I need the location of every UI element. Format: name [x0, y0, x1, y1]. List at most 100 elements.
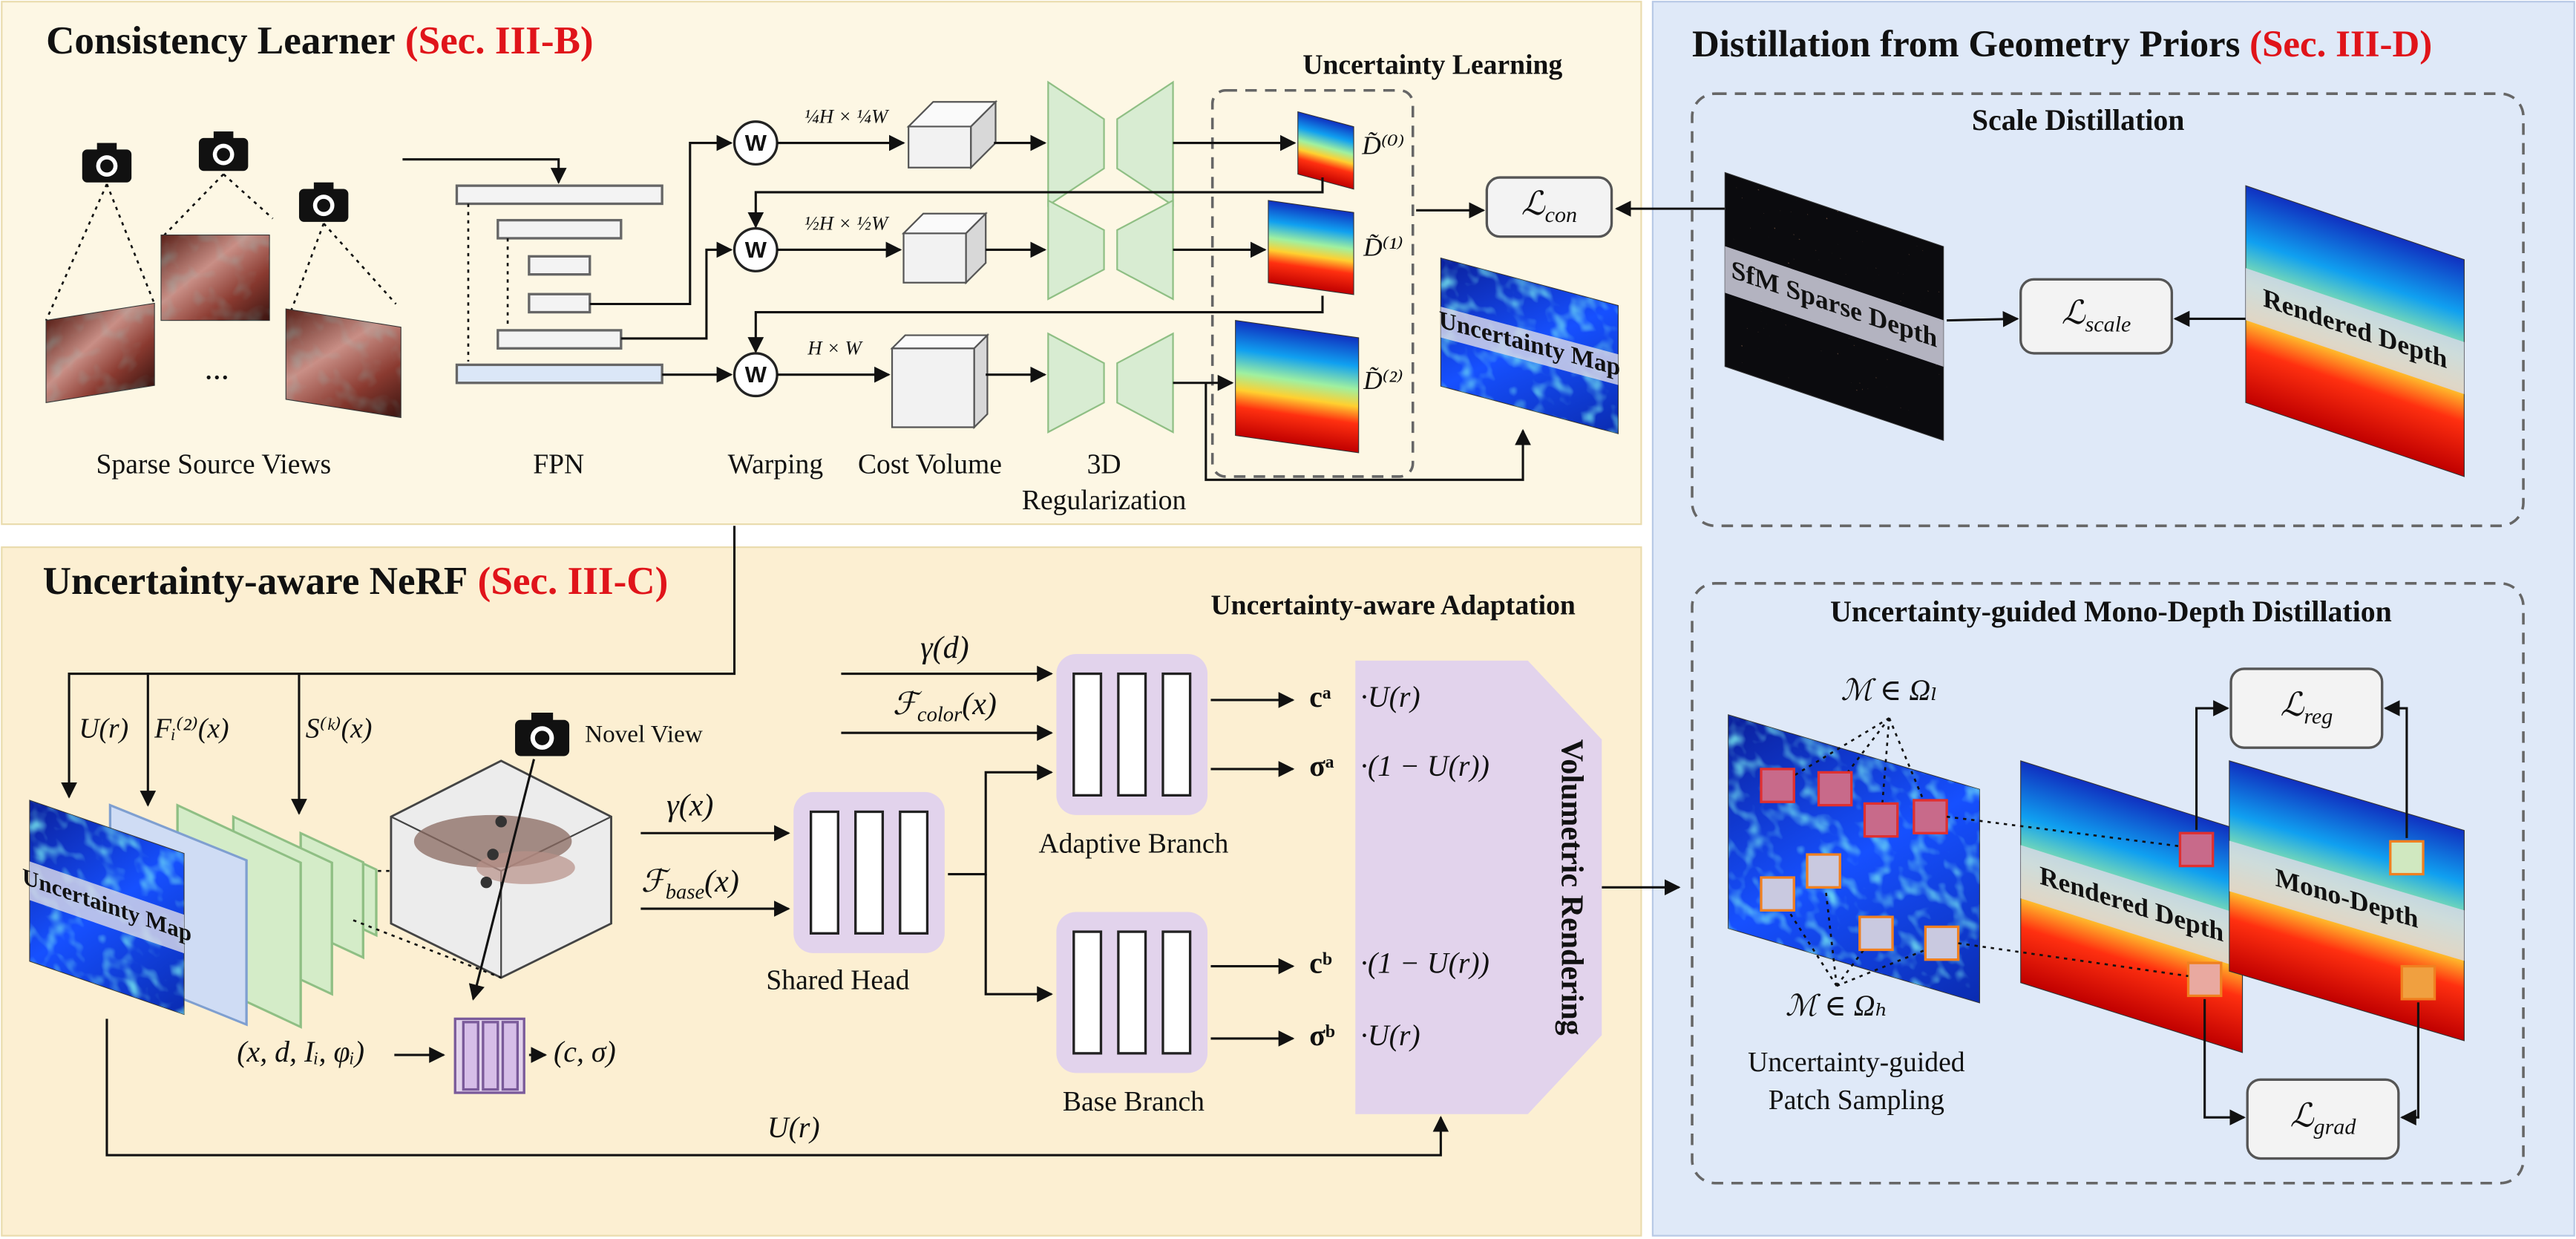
math-label: ℒgrad — [2290, 1098, 2357, 1140]
image-band — [2245, 268, 2465, 394]
dashed-box — [1691, 582, 2525, 1185]
connector — [1835, 932, 1878, 987]
cube-face — [965, 212, 987, 285]
connector — [747, 295, 1324, 353]
section-title: Uncertainty-aware NeRF (Sec. III-C) — [43, 560, 669, 603]
mlp-layer — [462, 1021, 479, 1091]
label: Adaptive Branch — [1038, 828, 1228, 860]
connector — [45, 183, 108, 321]
camera-top — [531, 713, 554, 722]
mlp-layer — [482, 1021, 499, 1091]
image-depth — [1235, 320, 1360, 454]
cube-face — [902, 232, 967, 284]
patch-low — [1863, 802, 1899, 838]
label: Sparse Source Views — [96, 448, 332, 480]
label: Regularization — [1022, 485, 1187, 516]
regularization-encoder — [1047, 332, 1105, 434]
patch-high — [2186, 961, 2223, 998]
section-title: Consistency Learner (Sec. III-B) — [46, 19, 594, 62]
connector — [948, 764, 1053, 876]
label: Shared Head — [766, 964, 909, 996]
image-band — [2020, 845, 2243, 969]
image-depth: Rendered Depth — [2245, 185, 2465, 477]
label: ·U(r) — [1360, 1019, 1420, 1052]
connector — [286, 223, 325, 321]
math-label: ℒreg — [2280, 687, 2333, 728]
patch-high — [1806, 853, 1841, 889]
connector — [468, 759, 535, 1001]
math-after: (x) — [962, 687, 997, 721]
patch-high — [1924, 925, 1960, 961]
fpn-level — [496, 218, 623, 240]
label: ·(1 − U(r)) — [1360, 749, 1489, 782]
connector — [105, 183, 156, 304]
regularization-decoder — [1116, 199, 1174, 301]
image-noise — [161, 235, 270, 321]
fpn-level — [528, 255, 591, 276]
cube-face — [973, 333, 989, 430]
image-depth — [1297, 111, 1354, 190]
label: Uncertainty-guided — [1748, 1047, 1965, 1078]
patch-low — [1760, 768, 1795, 803]
cube-face — [908, 125, 972, 169]
connector — [589, 134, 733, 306]
label: ... — [205, 350, 229, 386]
loss-box — [2019, 278, 2174, 355]
patch-high — [1760, 876, 1795, 912]
mlp-layer — [899, 810, 929, 935]
mlp-layer — [501, 1021, 520, 1091]
cube-face — [891, 347, 975, 428]
image-band — [1725, 246, 1944, 367]
subsection-title: Scale Distillation — [1972, 103, 2185, 137]
mlp-layer — [1161, 672, 1192, 797]
label: Patch Sampling — [1769, 1085, 1944, 1116]
connector — [2203, 998, 2246, 1126]
label: D̃⁽⁰⁾ — [1361, 130, 1404, 160]
camera-lens — [534, 730, 550, 745]
image-base — [1268, 200, 1354, 295]
math-sub: scale — [2085, 311, 2131, 336]
camera-icon — [298, 182, 349, 222]
sample-point — [487, 849, 499, 860]
connector — [163, 173, 225, 236]
math-label: ℒcon — [1521, 186, 1577, 227]
subsection-title: Uncertainty-guided Mono-Depth Distillati… — [1830, 595, 2392, 628]
connector — [1946, 815, 2180, 848]
connector — [747, 177, 1324, 229]
label: FPN — [533, 448, 584, 480]
subsection-title: Uncertainty Learning — [1302, 49, 1562, 80]
camera-lens — [317, 198, 331, 212]
dashed-box — [1210, 88, 1415, 478]
patch-low — [1913, 799, 1948, 834]
camera-lens — [100, 159, 114, 173]
fpn-level — [528, 292, 591, 314]
patch-low — [2389, 840, 2425, 876]
label: D̃⁽²⁾ — [1363, 365, 1403, 395]
patch-high — [1858, 915, 1894, 952]
mlp-layer — [854, 810, 885, 935]
fpn-level — [496, 329, 623, 350]
math-main: ℒ — [2290, 1098, 2315, 1134]
cube-face — [890, 334, 990, 350]
connector — [402, 158, 567, 184]
mlp-layer — [1117, 672, 1147, 797]
connector — [353, 919, 502, 979]
label: ¼H × ¼W — [804, 105, 890, 127]
connector — [105, 1019, 1449, 1157]
label: ·U(r) — [1360, 680, 1420, 713]
loss-box — [1485, 176, 1613, 238]
connector — [1947, 311, 2019, 327]
image-band — [1441, 307, 1619, 385]
label: γ(x) — [666, 789, 713, 823]
image-tissue — [160, 234, 270, 321]
connector — [620, 241, 733, 340]
regularization-encoder — [1047, 199, 1105, 301]
fpn-level — [455, 184, 663, 206]
label: W — [745, 130, 767, 156]
camera-lens — [217, 148, 230, 161]
connector — [61, 526, 736, 799]
label: U(r) — [79, 713, 128, 745]
label: 3D — [1087, 448, 1121, 480]
patch-high — [2400, 964, 2436, 1001]
math-label: ℒscale — [2062, 295, 2131, 336]
